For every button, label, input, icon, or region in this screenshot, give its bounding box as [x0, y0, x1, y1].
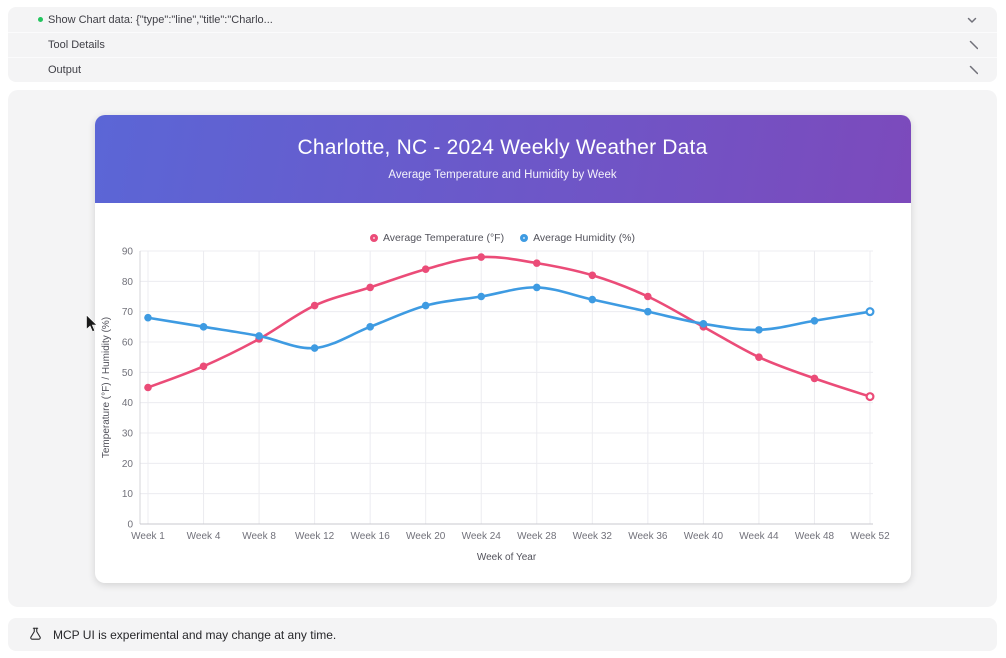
- temperature-point: [421, 265, 429, 273]
- y-tick-label: 60: [121, 338, 133, 349]
- temperature-point: [365, 283, 374, 292]
- temperature-point: [754, 353, 763, 361]
- x-tick-label: Week 52: [850, 531, 890, 542]
- x-tick-label: Week 28: [517, 531, 557, 542]
- humidity-point: [532, 283, 541, 292]
- x-tick-label: Week 12: [294, 531, 334, 542]
- temperature-point: [199, 362, 207, 371]
- show-chart-data-label: Show Chart data: {"type":"line","title":…: [48, 13, 273, 26]
- chart-header: Charlotte, NC - 2024 Weekly Weather Data…: [94, 115, 911, 203]
- x-tick-label: Week 36: [628, 531, 668, 542]
- temperature-line: [146, 255, 871, 398]
- flask-icon: [28, 627, 43, 642]
- experimental-notice-bar: MCP UI is experimental and may change at…: [8, 618, 997, 651]
- tool-result-accordion: Show Chart data: {"type":"line","title":…: [8, 7, 997, 82]
- experimental-notice-text: MCP UI is experimental and may change at…: [53, 627, 337, 642]
- humidity-point: [864, 307, 874, 317]
- humidity-legend-label: Average Humidity (%): [533, 232, 636, 244]
- y-tick-label: 50: [121, 368, 133, 379]
- y-tick-label: 10: [121, 489, 133, 500]
- tool-details-row[interactable]: Tool Details: [8, 32, 997, 57]
- weather-chart-svg: 0 10 20 30 40 50 60 70 80 90 Week 1 Week 4 Week 8 Wee…: [101, 247, 890, 564]
- temperature-point: [476, 253, 485, 261]
- x-tick-label: Week 20: [406, 531, 446, 542]
- y-tick-label: 0: [127, 520, 133, 531]
- humidity-point: [143, 313, 152, 322]
- tool-details-label: Tool Details: [48, 39, 105, 51]
- temperature-point: [532, 259, 541, 267]
- y-tick-label: 40: [121, 398, 133, 409]
- temperature-point: [143, 383, 152, 392]
- x-axis-title: Week of Year: [476, 552, 536, 563]
- chart-area: Average Temperature (°F) Average Humidit…: [95, 203, 911, 583]
- humidity-point: [365, 323, 374, 331]
- legend-item-humidity[interactable]: Average Humidity (%): [520, 232, 635, 244]
- y-tick-label: 30: [121, 429, 133, 440]
- status-dot: [38, 17, 43, 22]
- temperature-legend-marker: [369, 234, 378, 242]
- show-chart-data-row[interactable]: Show Chart data: {"type":"line","title":…: [8, 7, 997, 32]
- output-row[interactable]: Output: [8, 57, 997, 82]
- temperature-point: [643, 292, 652, 301]
- humidity-line: [146, 286, 871, 350]
- weather-chart-card: Charlotte, NC - 2024 Weekly Weather Data…: [94, 115, 911, 583]
- x-tick-label: Week 48: [794, 531, 834, 542]
- x-tick-label: Week 1: [131, 531, 165, 542]
- temperature-point: [810, 374, 818, 383]
- legend-item-temperature[interactable]: Average Temperature (°F): [369, 232, 505, 244]
- y-tick-label: 90: [121, 247, 133, 258]
- temperature-point: [310, 301, 318, 310]
- chevron-right-icon: [966, 64, 978, 76]
- y-axis-title: Temperature (°F) / Humidity (%): [101, 317, 112, 458]
- result-panel: Charlotte, NC - 2024 Weekly Weather Data…: [8, 90, 997, 607]
- y-tick-label: 80: [121, 277, 133, 288]
- humidity-point: [699, 320, 707, 328]
- chart-legend: Average Temperature (°F) Average Humidit…: [95, 232, 911, 244]
- x-tick-label: Week 8: [242, 531, 276, 542]
- humidity-point: [754, 326, 763, 334]
- humidity-point: [588, 295, 596, 304]
- humidity-point: [476, 292, 485, 301]
- chart-subtitle: Average Temperature and Humidity by Week: [388, 169, 617, 181]
- y-tick-label: 70: [121, 307, 133, 318]
- humidity-point: [643, 307, 652, 316]
- humidity-point: [310, 344, 318, 352]
- temperature-point: [864, 392, 874, 402]
- temperature-legend-label: Average Temperature (°F): [382, 232, 505, 244]
- x-tick-label: Week 32: [572, 531, 612, 542]
- chevron-right-icon: [966, 39, 978, 51]
- x-tick-label: Week 4: [186, 531, 220, 542]
- humidity-point: [810, 316, 818, 325]
- temperature-point: [588, 271, 596, 280]
- x-tick-label: Week 16: [350, 531, 390, 542]
- y-tick-label: 20: [121, 459, 133, 470]
- humidity-legend-marker: [520, 234, 529, 242]
- x-tick-label: Week 40: [683, 531, 723, 542]
- chart-title: Charlotte, NC - 2024 Weekly Weather Data: [297, 136, 708, 159]
- humidity-point: [199, 323, 207, 331]
- humidity-point: [254, 332, 263, 340]
- chevron-down-icon: [966, 14, 978, 26]
- output-label: Output: [48, 64, 82, 76]
- x-tick-label: Week 24: [461, 531, 501, 542]
- humidity-point: [421, 301, 429, 310]
- x-tick-label: Week 44: [739, 531, 779, 542]
